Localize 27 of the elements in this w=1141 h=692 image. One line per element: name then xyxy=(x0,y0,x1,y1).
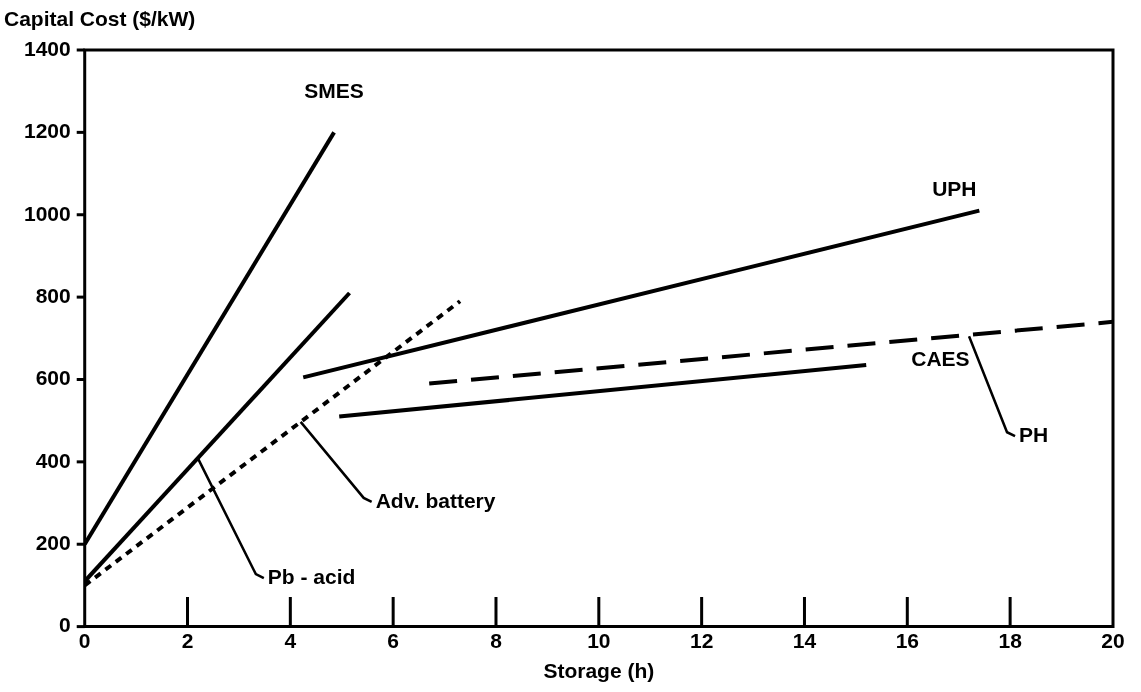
y-tick-label: 400 xyxy=(35,448,71,472)
x-tick-label: 14 xyxy=(792,629,817,652)
x-axis-title: Storage (h) xyxy=(543,659,655,683)
annotation: Pb - acid xyxy=(267,564,356,588)
annotation: SMES xyxy=(304,79,364,103)
y-tick-label: 200 xyxy=(35,531,71,555)
y-tick-label: 1000 xyxy=(24,201,71,225)
annotation: PH xyxy=(1019,423,1049,447)
y-tick-label: 1400 xyxy=(24,36,71,60)
annotation: CAES xyxy=(911,346,970,370)
y-tick-label: 1200 xyxy=(24,119,71,143)
annotation: Adv. battery xyxy=(375,488,496,512)
y-axis-title: Capital Cost ($/kW) xyxy=(4,7,196,31)
annotation: UPH xyxy=(932,177,977,201)
x-tick-label: 18 xyxy=(998,629,1023,652)
y-tick-label: 600 xyxy=(35,366,71,390)
y-tick-label: 0 xyxy=(59,613,71,637)
y-tick-label: 800 xyxy=(35,283,71,307)
x-tick-label: 10 xyxy=(587,629,611,652)
x-tick-label: 4 xyxy=(284,629,297,652)
x-tick-label: 8 xyxy=(490,629,503,652)
x-tick-label: 0 xyxy=(78,629,91,652)
x-tick-label: 20 xyxy=(1101,629,1125,652)
x-tick-label: 2 xyxy=(181,629,194,652)
x-tick-label: 12 xyxy=(690,629,714,652)
x-tick-label: 6 xyxy=(387,629,400,652)
x-tick-label: 16 xyxy=(895,629,920,652)
